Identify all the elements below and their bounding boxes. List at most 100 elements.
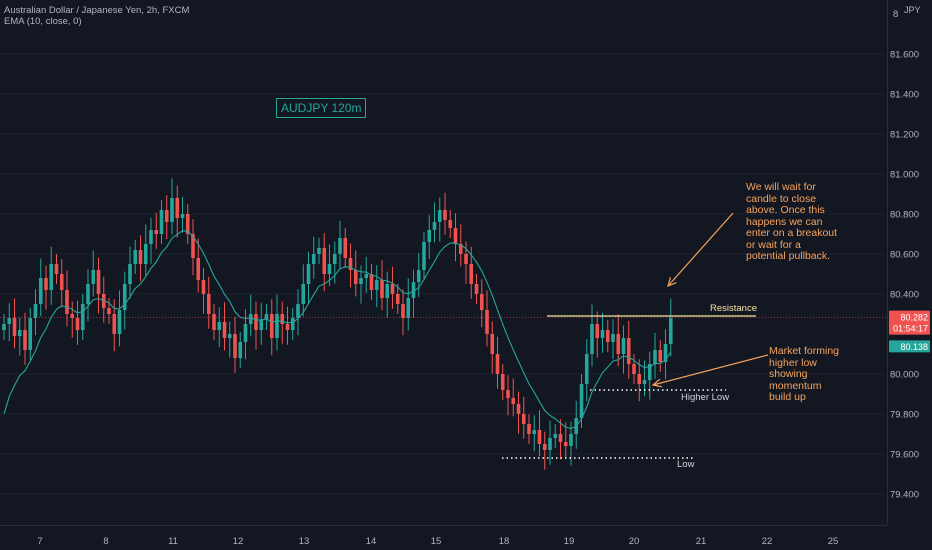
candle-body: [590, 324, 594, 354]
candle-body: [2, 324, 6, 330]
price-tick: 79.400: [890, 490, 919, 501]
symbol-line[interactable]: Australian Dollar / Japanese Yen, 2h, FX…: [4, 5, 190, 16]
breakout-arrow-head: [667, 277, 677, 288]
time-axis-divider: [0, 525, 887, 526]
price-axis-divider: [887, 0, 888, 525]
candle-body: [164, 210, 169, 222]
candle-body: [159, 210, 164, 234]
time-tick: 13: [299, 536, 310, 547]
candle-body: [458, 244, 463, 254]
time-tick: 25: [828, 536, 839, 547]
candle-body: [23, 330, 27, 350]
higher-low-arrow: [652, 354, 769, 386]
indicator-line[interactable]: EMA (10, close, 0): [4, 16, 82, 27]
candle-body: [479, 294, 484, 310]
candle-body: [185, 214, 190, 234]
candle-body: [668, 318, 673, 344]
candle-body: [296, 304, 300, 318]
candle-body: [301, 284, 306, 304]
candle-body: [401, 304, 405, 318]
candle-body: [563, 442, 568, 446]
candle-body: [112, 314, 117, 334]
time-tick: 7: [37, 536, 42, 547]
candle-body: [54, 264, 59, 274]
candle-body: [117, 310, 122, 334]
candle-body: [553, 434, 558, 438]
candle-body: [170, 198, 174, 222]
candle-body: [569, 434, 573, 446]
candle-body: [59, 274, 64, 290]
candle-body: [437, 210, 442, 222]
candle-body: [359, 278, 363, 284]
price-tick: 81.000: [890, 170, 919, 181]
time-tick: 20: [629, 536, 640, 547]
candle-body: [38, 278, 43, 304]
candle-body: [448, 220, 453, 228]
time-tick: 8: [103, 536, 108, 547]
candle-body: [516, 404, 521, 414]
candle-body: [364, 274, 369, 278]
candle-body: [33, 304, 38, 318]
candle-body: [469, 264, 474, 284]
candle-body: [605, 330, 610, 342]
candle-body: [579, 384, 584, 418]
higher-low-note[interactable]: Market forming higher low showing moment…: [769, 345, 840, 403]
candle-body: [506, 390, 510, 398]
ema-line: [3, 230, 672, 430]
candle-body: [427, 230, 432, 242]
candle-body: [259, 320, 264, 330]
candle-body: [395, 294, 400, 304]
price-tick: 80.800: [890, 210, 919, 221]
candle-body: [75, 318, 80, 330]
candle-body: [374, 280, 379, 290]
candle-body: [616, 334, 621, 354]
candle-body: [311, 254, 316, 264]
candle-body: [495, 354, 500, 374]
chart-title-box[interactable]: AUDJPY 120m: [276, 98, 367, 118]
time-tick: 19: [564, 536, 575, 547]
candle-body: [416, 270, 421, 282]
price-tick: 79.800: [890, 410, 919, 421]
candle-body: [212, 314, 216, 330]
candle-body: [175, 198, 180, 218]
time-tick: 11: [168, 536, 178, 547]
candle-body: [191, 234, 195, 258]
currency-label: JPY: [904, 5, 921, 15]
candle-body: [406, 298, 411, 318]
breakout-note[interactable]: We will wait for candle to close above. …: [746, 181, 838, 262]
candle-body: [548, 438, 552, 450]
chart-legend: Australian Dollar / Japanese Yen, 2h, FX…: [4, 5, 189, 27]
candle-body: [653, 350, 657, 364]
candle-body: [537, 430, 542, 444]
candle-body: [290, 318, 295, 330]
candle-body: [611, 334, 615, 342]
candle-body: [385, 284, 390, 298]
candle-body: [275, 314, 279, 338]
candle-body: [233, 334, 237, 358]
candle-body: [128, 264, 132, 284]
candle-body: [390, 284, 395, 294]
candle-body: [637, 374, 642, 384]
candle-body: [17, 330, 22, 336]
candle-body: [149, 230, 153, 244]
candle-body: [642, 380, 647, 384]
last-price-value: 80.282: [900, 313, 928, 323]
candle-body: [201, 280, 206, 294]
candle-body: [338, 238, 342, 254]
price-tick: 80.400: [890, 290, 919, 301]
ema-value: 80.138: [900, 342, 928, 352]
resistance-label: Resistance: [710, 303, 757, 314]
candle-body: [621, 338, 626, 354]
candle-body: [443, 210, 447, 220]
candle-body: [86, 284, 90, 304]
candle-body: [12, 318, 17, 336]
candle-body: [584, 354, 589, 384]
time-tick: 21: [696, 536, 707, 547]
last-price-tag: [889, 310, 930, 335]
candle-body: [143, 244, 148, 264]
candle-body: [453, 228, 458, 244]
breakout-arrow: [667, 212, 734, 287]
candle-body: [464, 254, 468, 264]
